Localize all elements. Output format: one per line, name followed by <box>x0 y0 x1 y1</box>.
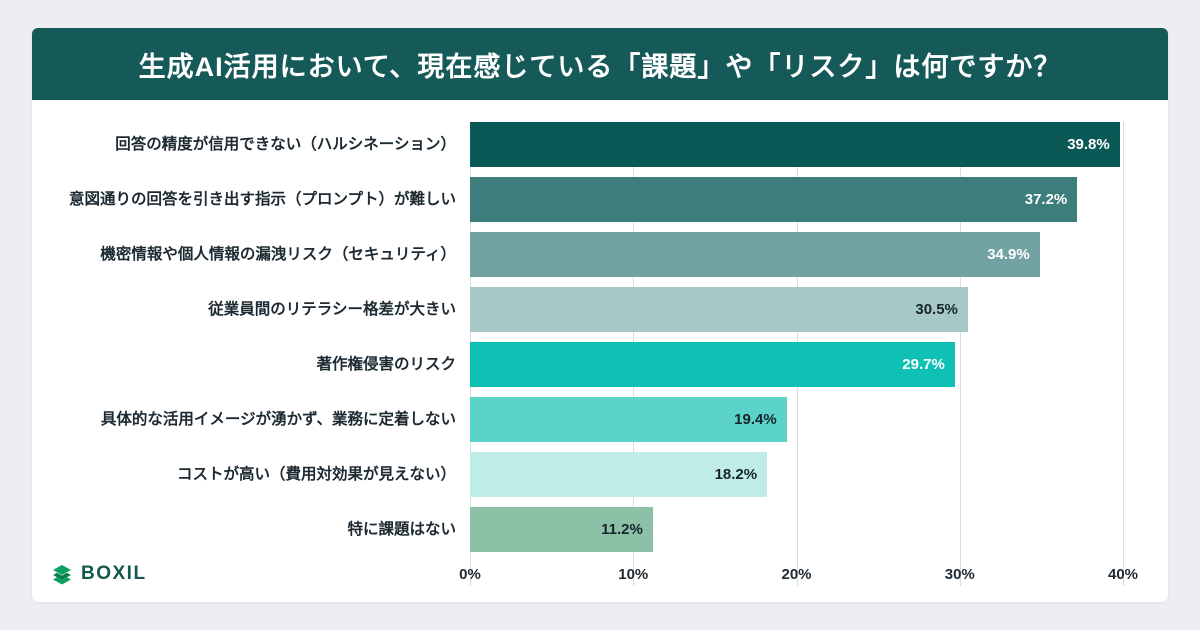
bar-label: 特に課題はない <box>347 520 456 538</box>
bar: 11.2% <box>470 507 653 552</box>
chart-title: 生成AI活用において、現在感じている「課題」や「リスク」は何ですか？ <box>138 51 1062 82</box>
bar-track: 34.9% <box>470 232 1123 277</box>
bar-label: 機密情報や個人情報の漏洩リスク（セキュリティ） <box>100 245 456 263</box>
bar-track: 18.2% <box>470 452 1123 497</box>
bar-value: 29.7% <box>902 356 945 373</box>
bar: 34.9% <box>470 232 1040 277</box>
bar-track: 30.5% <box>470 287 1123 332</box>
bar-row: 機密情報や個人情報の漏洩リスク（セキュリティ） 34.9% <box>32 232 1168 277</box>
bar-label: 回答の精度が信用できない（ハルシネーション） <box>115 135 456 153</box>
bar: 29.7% <box>470 342 955 387</box>
bar-track: 19.4% <box>470 397 1123 442</box>
x-axis-tick: 20% <box>781 566 812 583</box>
bar-label: 著作権侵害のリスク <box>316 355 456 373</box>
bar: 18.2% <box>470 452 768 497</box>
bar-label: 意図通りの回答を引き出す指示（プロンプト）が難しい <box>68 190 456 208</box>
bar-rows: 回答の精度が信用できない（ハルシネーション） 39.8% 意図通りの回答を引き出す指… <box>32 122 1168 552</box>
bar-value: 37.2% <box>1024 191 1068 208</box>
bar-label: コストが高い（費用対効果が見えない） <box>176 465 456 483</box>
bar-row: 著作権侵害のリスク 29.7% <box>32 342 1168 387</box>
x-axis-tick: 40% <box>1107 566 1139 583</box>
bar-value: 39.8% <box>1067 136 1110 153</box>
boxil-logo-icon <box>53 565 71 585</box>
bar: 19.4% <box>470 397 787 442</box>
bar-track: 29.7% <box>470 342 1123 387</box>
bar-value: 34.9% <box>987 246 1030 263</box>
x-axis-tick: 10% <box>618 566 649 583</box>
bar: 39.8% <box>470 122 1120 167</box>
bar-label: 従業員間のリテラシー格差が大きい <box>208 300 456 318</box>
x-axis-tick: 0% <box>459 566 481 583</box>
bar-track: 39.8% <box>470 122 1123 167</box>
x-axis: 0% 10% 20% 30% 40% <box>459 562 1138 586</box>
bar-value: 30.5% <box>915 301 958 318</box>
boxil-logo-text: BOXIL <box>81 563 147 584</box>
bar-value: 18.2% <box>714 466 758 483</box>
boxil-logo: BOXIL <box>50 562 147 586</box>
bar: 37.2% <box>470 177 1078 222</box>
bar-row: 特に課題はない 11.2% <box>32 507 1168 552</box>
bar-value: 11.2% <box>601 521 643 538</box>
bar-row: 従業員間のリテラシー格差が大きい 30.5% <box>32 287 1168 332</box>
bar-row: 回答の精度が信用できない（ハルシネーション） 39.8% <box>32 122 1168 167</box>
grid-line <box>959 122 961 586</box>
bar-track: 37.2% <box>470 177 1123 222</box>
chart-card: 生成AI活用において、現在感じている「課題」や「リスク」は何ですか？ 回答の精度… <box>32 28 1168 602</box>
bar-row: 意図通りの回答を引き出す指示（プロンプト）が難しい 37.2% <box>32 177 1168 222</box>
bar-row: 具体的な活用イメージが湧かず、業務に定着しない 19.4% <box>32 397 1168 442</box>
grid-line <box>1123 122 1124 586</box>
bar-label: 具体的な活用イメージが湧かず、業務に定着しない <box>100 410 456 428</box>
bar-value: 19.4% <box>734 411 777 428</box>
chart-header: 生成AI活用において、現在感じている「課題」や「リスク」は何ですか？ <box>32 28 1168 100</box>
bar-track: 11.2% <box>470 507 1123 552</box>
plot-area: 回答の精度が信用できない（ハルシネーション） 39.8% 意図通りの回答を引き出す指… <box>32 122 1168 586</box>
x-axis-tick: 30% <box>944 566 975 583</box>
bar-row: コストが高い（費用対効果が見えない） 18.2% <box>32 452 1168 497</box>
bar: 30.5% <box>470 287 968 332</box>
